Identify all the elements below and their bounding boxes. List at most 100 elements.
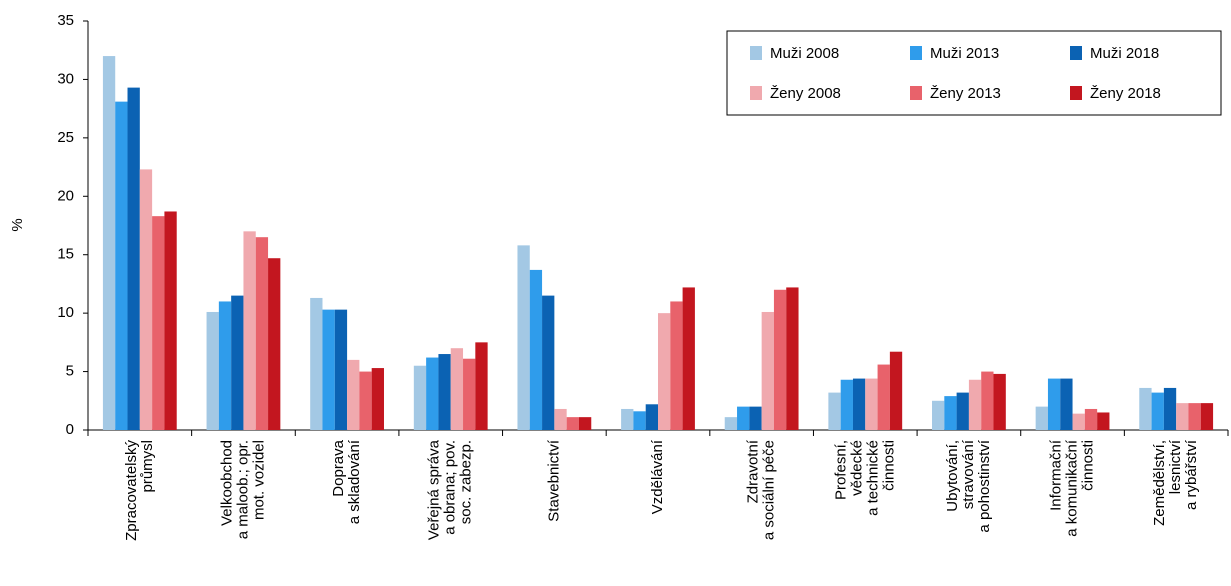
y-tick-label: 30 — [57, 70, 74, 87]
x-tick-label: Zemědělství,lesnictvía rybářství — [1151, 439, 1200, 526]
x-tick-label: Veřejná správaa obrana; pov.soc. zabezp. — [426, 439, 475, 540]
bar — [749, 406, 762, 430]
bar — [347, 359, 360, 430]
bar — [773, 289, 787, 430]
y-tick-label: 0 — [66, 421, 74, 438]
bar — [1139, 387, 1152, 430]
bar — [334, 309, 348, 430]
bar — [139, 169, 153, 430]
bar — [737, 406, 750, 430]
bar — [231, 295, 244, 430]
legend-label: Muži 2008 — [770, 45, 839, 62]
bar — [206, 311, 219, 430]
bar — [310, 297, 323, 430]
bar — [152, 216, 165, 430]
bar — [1151, 392, 1164, 430]
y-tick-label: 35 — [57, 12, 74, 29]
bar — [852, 378, 866, 430]
legend-swatch — [750, 86, 762, 100]
bar — [1072, 413, 1085, 430]
bar — [529, 269, 543, 430]
bar — [243, 231, 256, 430]
bar — [761, 311, 774, 430]
bar — [1188, 403, 1201, 430]
legend-swatch — [750, 46, 762, 60]
bar — [1084, 408, 1098, 430]
bar — [322, 309, 335, 430]
bar — [463, 358, 476, 430]
bar — [670, 301, 683, 430]
bar — [633, 411, 646, 430]
y-tick-label: 25 — [57, 129, 74, 146]
legend-swatch — [910, 46, 922, 60]
bar — [255, 237, 269, 430]
bar — [877, 364, 890, 430]
bar — [932, 400, 945, 430]
bar — [542, 295, 555, 430]
bar — [578, 417, 592, 430]
x-tick-label: Zdravotnía sociální péče — [745, 439, 778, 540]
bar — [682, 287, 695, 430]
bar — [993, 373, 1006, 430]
bar — [658, 313, 671, 430]
x-tick-label: Stavebnictví — [545, 439, 562, 522]
legend-label: Ženy 2008 — [770, 85, 841, 102]
bar — [566, 417, 579, 430]
y-tick-label: 20 — [57, 187, 74, 204]
bar — [645, 404, 658, 430]
y-tick-label: 10 — [57, 304, 74, 321]
bar — [981, 371, 994, 430]
bar — [517, 245, 530, 430]
bar — [371, 368, 384, 430]
legend-label: Muži 2013 — [930, 45, 999, 62]
bar — [621, 408, 634, 430]
bar — [1060, 378, 1073, 430]
bar — [889, 351, 903, 430]
bar — [268, 258, 281, 430]
y-axis-label: % — [9, 218, 26, 231]
x-tick-label: Ubytování,stravovánía pohostinství — [944, 439, 993, 532]
bar — [554, 408, 567, 430]
bar — [840, 379, 853, 430]
x-tick-label: Vzdělávání — [649, 439, 666, 514]
bar — [115, 101, 128, 430]
bar — [1163, 387, 1177, 430]
bar — [426, 357, 439, 430]
y-tick-label: 5 — [66, 363, 74, 380]
bar — [1097, 412, 1110, 430]
legend-box — [726, 30, 1222, 116]
x-tick-label: Zpracovatelskýprůmysl — [123, 440, 156, 541]
bar — [968, 379, 982, 430]
bar — [828, 392, 841, 430]
bar — [450, 348, 464, 430]
bar — [102, 56, 116, 431]
bar — [944, 396, 957, 430]
x-tick-label: Informačnía komunikačníčinnosti — [1048, 439, 1097, 537]
x-tick-label: Dopravaa skladování — [330, 439, 363, 524]
bar — [724, 417, 738, 430]
bar — [1035, 406, 1048, 430]
legend-label: Ženy 2013 — [930, 85, 1001, 102]
bar — [127, 87, 140, 430]
y-tick-label: 15 — [57, 246, 74, 263]
x-tick-label: Velkoobchoda maloob.; opr.mot. vozidel — [218, 440, 267, 539]
bar — [359, 371, 372, 430]
bar — [786, 287, 799, 430]
bar — [164, 211, 177, 430]
bar — [1176, 403, 1189, 430]
x-tick-label: Profesní,vědeckéa technickéčinnosti — [832, 440, 897, 516]
bar — [475, 342, 488, 430]
bar — [1047, 378, 1061, 430]
legend-swatch — [1070, 86, 1082, 100]
legend-swatch — [910, 86, 922, 100]
bar — [413, 365, 427, 430]
legend-label: Muži 2018 — [1090, 45, 1159, 62]
bar — [218, 301, 232, 430]
bar — [956, 392, 969, 430]
bar — [438, 354, 451, 430]
legend-swatch — [1070, 46, 1082, 60]
bar — [1200, 403, 1214, 430]
legend-label: Ženy 2018 — [1090, 85, 1161, 102]
bar — [865, 378, 878, 430]
